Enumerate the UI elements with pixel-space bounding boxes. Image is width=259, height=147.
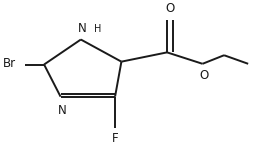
- Text: N: N: [78, 22, 87, 35]
- Text: F: F: [112, 132, 118, 145]
- Text: O: O: [199, 69, 208, 82]
- Text: H: H: [94, 24, 101, 34]
- Text: Br: Br: [3, 57, 16, 70]
- Text: N: N: [57, 104, 66, 117]
- Text: O: O: [165, 2, 175, 15]
